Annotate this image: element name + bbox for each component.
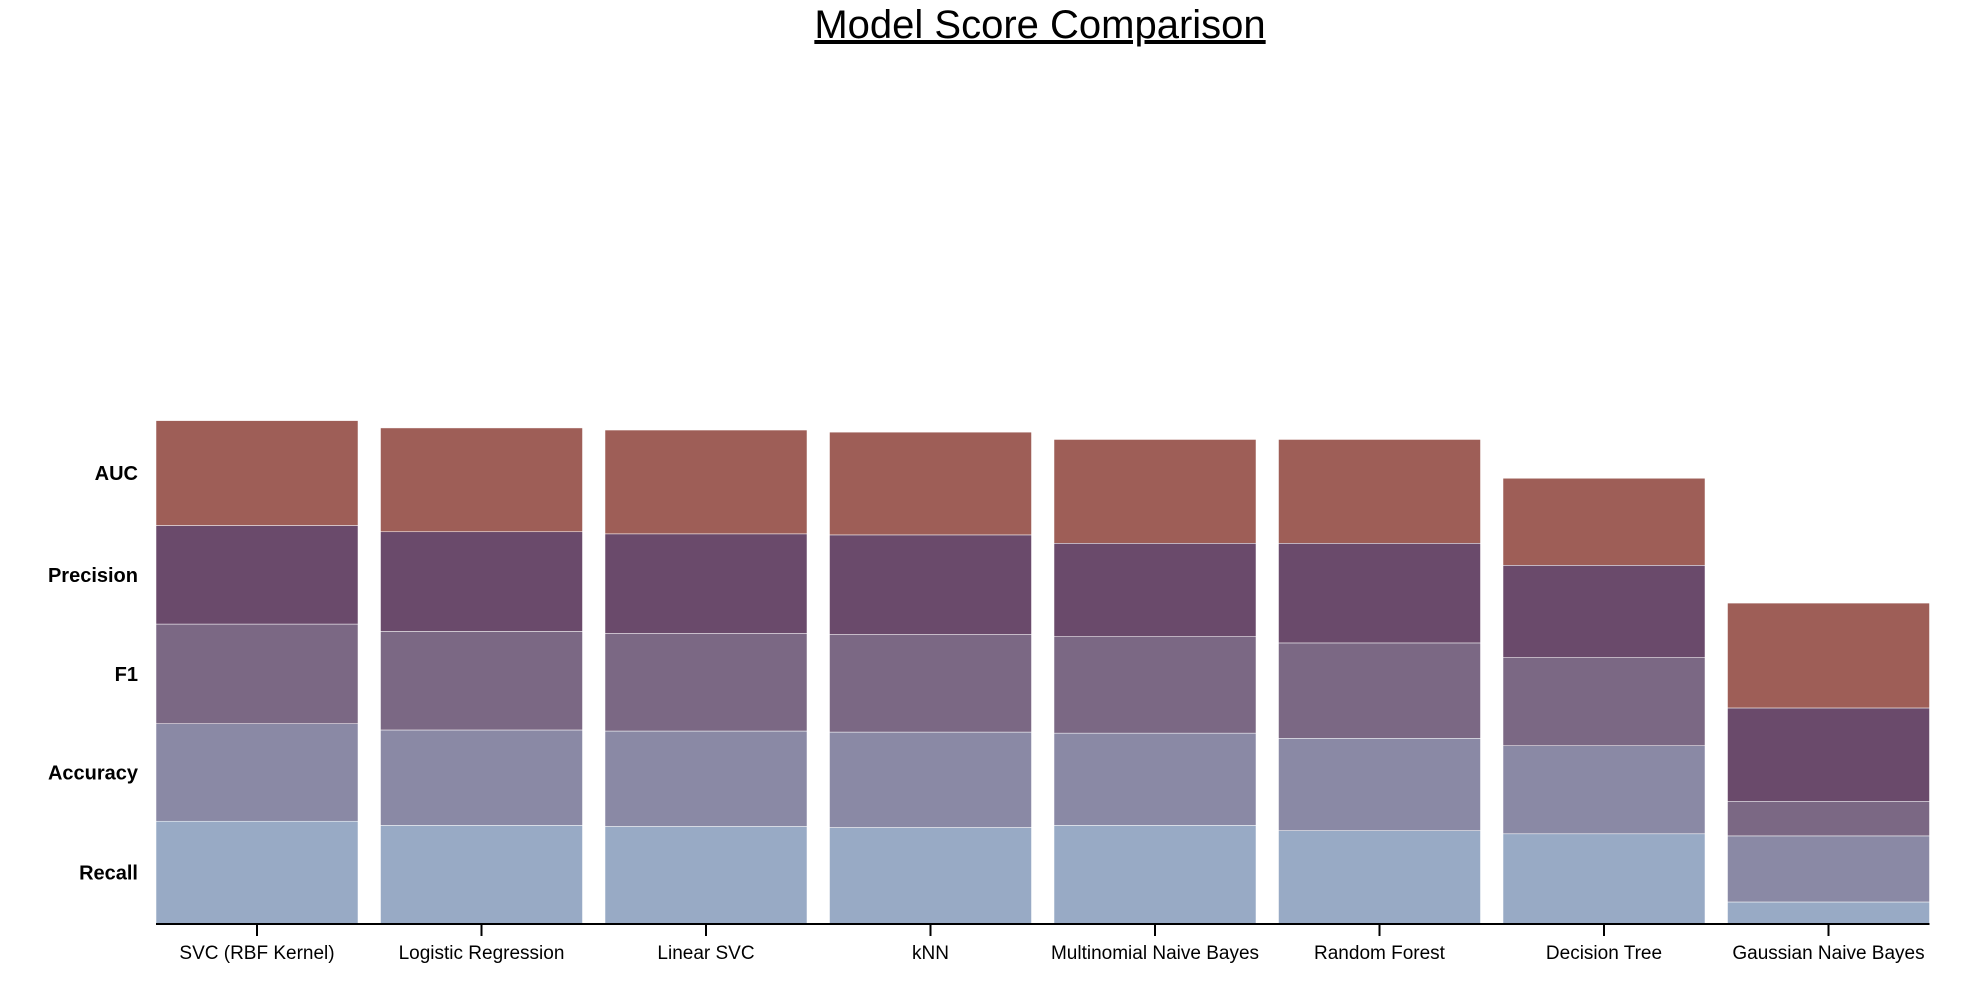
bar-segment-auc-linear-svc	[604, 429, 808, 535]
bar-segment-recall-linear-svc	[604, 826, 808, 925]
bar-segment-precision-knn	[829, 534, 1032, 635]
bar-segment-precision-linear-svc	[604, 533, 808, 634]
bar-stack-knn	[829, 431, 1032, 925]
x-tick-label-decision-tree: Decision Tree	[1546, 943, 1662, 964]
bar-segment-accuracy-multinomial-naive-bayes	[1053, 732, 1257, 826]
x-tick-label-gaussian-naive-bayes: Gaussian Naive Bayes	[1732, 943, 1924, 964]
x-tick-label-random-forest: Random Forest	[1314, 943, 1446, 964]
bar-segment-recall-gaussian-naive-bayes	[1727, 901, 1930, 925]
bar-segment-accuracy-linear-svc	[604, 730, 808, 827]
x-tick-label-multinomial-naive-bayes: Multinomial Naive Bayes	[1051, 943, 1259, 964]
x-tick-label-svc-rbf-kernel: SVC (RBF Kernel)	[179, 943, 334, 964]
bar-segment-accuracy-logistic-regression	[380, 729, 583, 826]
bar-stack-random-forest	[1278, 439, 1481, 925]
bar-segment-precision-gaussian-naive-bayes	[1727, 707, 1930, 802]
x-tick-label-linear-svc: Linear SVC	[657, 943, 754, 964]
bar-segment-auc-decision-tree	[1502, 478, 1706, 566]
bar-stack-logistic-regression	[380, 427, 583, 925]
x-tick-label-logistic-regression: Logistic Regression	[399, 943, 565, 964]
bar-segment-accuracy-knn	[829, 731, 1032, 828]
row-label-f1: F1	[115, 664, 138, 686]
bar-segment-auc-multinomial-naive-bayes	[1053, 439, 1257, 544]
bar-segment-auc-random-forest	[1278, 439, 1481, 544]
x-axis: SVC (RBF Kernel) Logistic Regression Linea…	[156, 923, 1930, 964]
bar-segment-f1-decision-tree	[1502, 657, 1706, 746]
row-label-recall: Recall	[79, 863, 138, 885]
bar-segment-auc-gaussian-naive-bayes	[1727, 602, 1930, 709]
x-tick-label-knn: kNN	[912, 943, 949, 964]
bar-segment-f1-linear-svc	[604, 633, 808, 732]
bar-segment-precision-decision-tree	[1502, 565, 1706, 658]
bar-segment-precision-svc-rbf-kernel	[155, 525, 359, 625]
bar-segment-precision-multinomial-naive-bayes	[1053, 543, 1257, 637]
row-label-precision: Precision	[48, 565, 138, 587]
bar-segment-recall-svc-rbf-kernel	[155, 820, 359, 925]
bar-segment-f1-multinomial-naive-bayes	[1053, 636, 1257, 734]
bar-segment-auc-logistic-regression	[380, 427, 583, 533]
bar-segment-auc-svc-rbf-kernel	[155, 420, 359, 526]
bar-segment-f1-logistic-regression	[380, 631, 583, 731]
bars-layer	[155, 420, 1930, 925]
bar-segment-f1-knn	[829, 634, 1032, 733]
row-label-auc: AUC	[95, 463, 138, 485]
bar-segment-recall-random-forest	[1278, 830, 1481, 925]
chart-title: Model Score Comparison	[814, 3, 1265, 47]
bar-stack-linear-svc	[604, 429, 808, 925]
bar-stack-decision-tree	[1502, 478, 1706, 925]
bar-segment-recall-knn	[829, 827, 1032, 925]
bar-segment-f1-gaussian-naive-bayes	[1727, 801, 1930, 837]
bar-segment-recall-logistic-regression	[380, 825, 583, 925]
bar-segment-f1-svc-rbf-kernel	[155, 623, 359, 724]
row-label-accuracy: Accuracy	[48, 762, 139, 784]
bar-segment-precision-logistic-regression	[380, 531, 583, 632]
bar-segment-accuracy-decision-tree	[1502, 745, 1706, 835]
bar-segment-accuracy-svc-rbf-kernel	[155, 723, 359, 822]
bar-segment-precision-random-forest	[1278, 543, 1481, 644]
row-labels-layer: AUC Precision F1 Accuracy Recall	[48, 463, 139, 885]
bar-stack-svc-rbf-kernel	[155, 420, 359, 925]
bar-segment-recall-decision-tree	[1502, 833, 1706, 925]
bar-stack-gaussian-naive-bayes	[1727, 602, 1930, 925]
bar-segment-accuracy-gaussian-naive-bayes	[1727, 835, 1930, 903]
bar-stack-multinomial-naive-bayes	[1053, 439, 1257, 925]
bar-segment-auc-knn	[829, 431, 1032, 536]
bar-segment-accuracy-random-forest	[1278, 738, 1481, 831]
bar-segment-f1-random-forest	[1278, 642, 1481, 739]
bar-segment-recall-multinomial-naive-bayes	[1053, 825, 1257, 925]
